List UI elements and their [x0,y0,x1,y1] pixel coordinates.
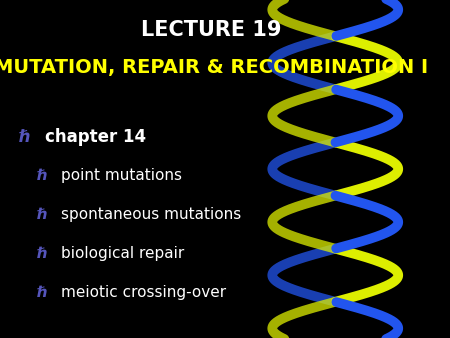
Text: MUTATION, REPAIR & RECOMBINATION I: MUTATION, REPAIR & RECOMBINATION I [0,58,428,77]
Text: ℏ: ℏ [37,207,48,222]
Text: ℏ: ℏ [37,168,48,183]
Text: point mutations: point mutations [61,168,182,183]
Text: meiotic crossing-over: meiotic crossing-over [61,285,226,300]
Text: spontaneous mutations: spontaneous mutations [61,207,241,222]
Text: ℏ: ℏ [37,246,48,261]
Text: biological repair: biological repair [61,246,184,261]
Text: LECTURE 19: LECTURE 19 [141,20,282,41]
Text: chapter 14: chapter 14 [45,128,146,146]
Text: ℏ: ℏ [19,128,31,146]
Text: ℏ: ℏ [37,285,48,300]
